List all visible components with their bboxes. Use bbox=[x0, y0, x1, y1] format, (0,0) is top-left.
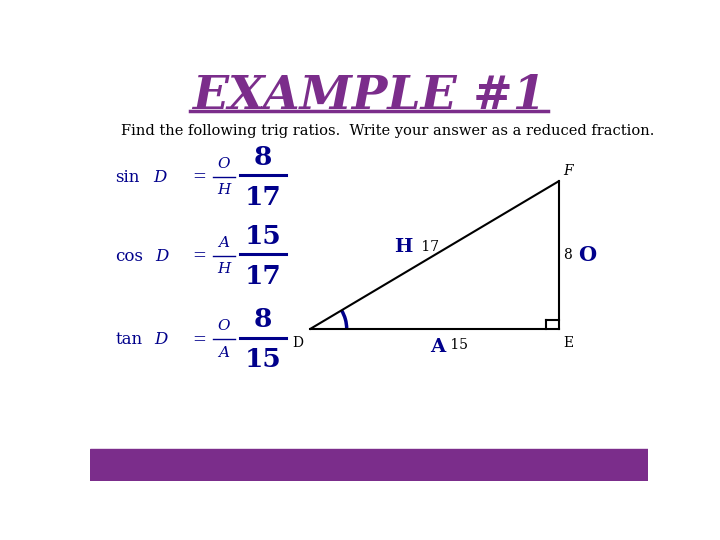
Text: D: D bbox=[154, 330, 168, 348]
Text: E: E bbox=[563, 336, 573, 350]
Text: 15: 15 bbox=[245, 347, 282, 372]
Text: =: = bbox=[192, 247, 206, 265]
Bar bbox=[90, 449, 648, 481]
Text: cos: cos bbox=[115, 247, 143, 265]
Text: A: A bbox=[431, 338, 446, 356]
Text: 15: 15 bbox=[245, 224, 282, 248]
Text: H: H bbox=[217, 262, 230, 276]
Text: =: = bbox=[192, 330, 206, 348]
Text: H: H bbox=[394, 238, 413, 256]
Text: 8: 8 bbox=[564, 248, 577, 262]
Text: 17: 17 bbox=[245, 185, 282, 210]
Text: sin: sin bbox=[115, 168, 140, 186]
Text: O: O bbox=[217, 157, 230, 171]
Text: 8: 8 bbox=[253, 307, 272, 332]
Text: 17: 17 bbox=[417, 240, 438, 254]
Text: D: D bbox=[153, 168, 166, 186]
Text: O: O bbox=[578, 245, 596, 265]
Text: A: A bbox=[218, 236, 230, 250]
Text: Find the following trig ratios.  Write your answer as a reduced fraction.: Find the following trig ratios. Write yo… bbox=[121, 124, 654, 138]
Text: F: F bbox=[563, 164, 573, 178]
Text: O: O bbox=[217, 319, 230, 333]
Text: A: A bbox=[218, 346, 230, 360]
Text: D: D bbox=[156, 247, 168, 265]
Text: 8: 8 bbox=[253, 145, 272, 170]
Text: H: H bbox=[217, 184, 230, 198]
Text: tan: tan bbox=[115, 330, 143, 348]
Text: 15: 15 bbox=[446, 338, 468, 352]
Text: =: = bbox=[192, 168, 206, 186]
Text: D: D bbox=[293, 336, 304, 350]
Text: 17: 17 bbox=[245, 264, 282, 288]
Text: EXAMPLE #1: EXAMPLE #1 bbox=[192, 73, 546, 119]
